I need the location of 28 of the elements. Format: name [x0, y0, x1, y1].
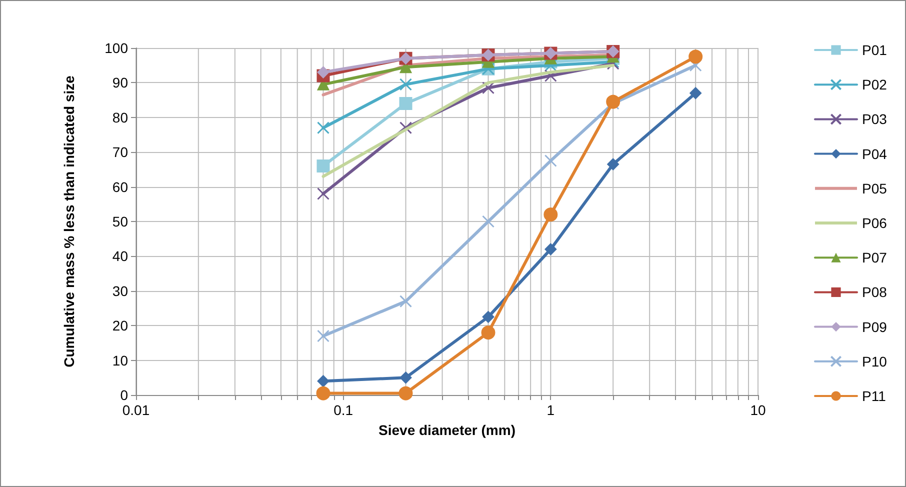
x-axis-title: Sieve diameter (mm)	[378, 422, 516, 438]
y-tick-label: 70	[112, 144, 128, 160]
legend-label: P03	[862, 111, 888, 128]
y-tick-label: 40	[112, 248, 128, 264]
y-tick-label: 20	[112, 318, 128, 334]
y-tick-label: 100	[104, 40, 128, 56]
legend-label: P10	[862, 353, 888, 370]
y-tick-label: 50	[112, 214, 128, 230]
legend-label: P02	[862, 76, 888, 93]
y-tick-label: 10	[112, 352, 128, 368]
legend-label: P07	[862, 250, 888, 266]
x-tick-label: 10	[750, 402, 766, 418]
y-tick-label: 30	[112, 282, 128, 299]
x-tick-label: 1	[546, 402, 555, 418]
legend-label: P04	[862, 146, 888, 162]
legend-label: P08	[862, 284, 888, 300]
y-tick-label: 0	[120, 387, 128, 403]
legend-label: P09	[862, 318, 888, 335]
y-axis-title: Cumulative mass % less than indicated size	[61, 75, 77, 368]
legend-label: P01	[862, 42, 888, 58]
y-tick-label: 60	[112, 178, 128, 195]
y-tick-label: 90	[112, 74, 128, 91]
legend-label: P11	[862, 388, 886, 404]
y-tick-label: 80	[112, 109, 128, 126]
x-tick-label: 0.01	[122, 402, 150, 418]
legend-label: P06	[862, 215, 888, 231]
x-tick-label: 0.1	[334, 402, 354, 418]
legend-label: P05	[862, 180, 888, 196]
